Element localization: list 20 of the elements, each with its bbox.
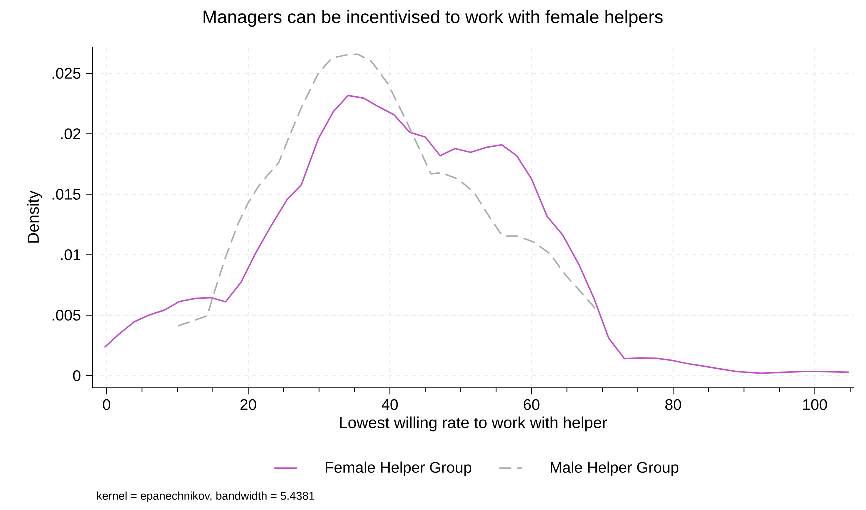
y-tick-label: 0 bbox=[73, 370, 81, 382]
legend-label: Male Helper Group bbox=[551, 462, 679, 476]
x-tick-label: 60 bbox=[524, 399, 540, 410]
y-tick-label: .015 bbox=[52, 189, 81, 200]
x-tick-label: 80 bbox=[666, 399, 682, 410]
y-axis-title: Density bbox=[27, 190, 42, 243]
x-tick-label: 100 bbox=[803, 399, 828, 410]
x-axis-title: Lowest willing rate to work with helper bbox=[340, 416, 608, 432]
line-series bbox=[104, 94, 850, 374]
text: kernel = epanechnikov, bandwidth = 5.4381 bbox=[97, 492, 315, 502]
chart-title: Managers can be incentivised to work with female helpers bbox=[204, 10, 663, 28]
x-tick-label: 40 bbox=[382, 399, 398, 410]
legend-label: Female Helper Group bbox=[326, 462, 472, 476]
line-series bbox=[178, 54, 600, 327]
y-tick-label: .01 bbox=[61, 250, 81, 260]
x-tick-label: 20 bbox=[240, 399, 256, 410]
y-tick-label: .005 bbox=[52, 310, 81, 321]
y-tick-label: .025 bbox=[52, 68, 81, 80]
x-tick-label: 0 bbox=[103, 399, 110, 410]
y-tick-label: .02 bbox=[61, 128, 81, 140]
